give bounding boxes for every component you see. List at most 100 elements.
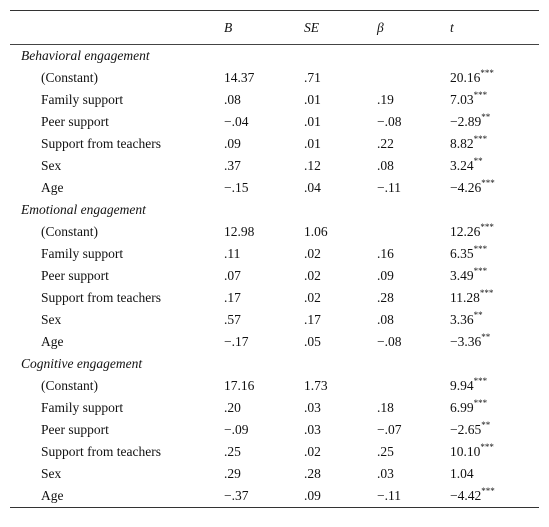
regression-table: B SE β t Behavioral engagement (Constant)…: [10, 10, 539, 508]
top-rule: [10, 10, 539, 11]
section-title: Emotional engagement: [21, 202, 146, 217]
significance-marker: ***: [480, 67, 494, 78]
cell-t: 9.94***: [450, 375, 487, 397]
significance-marker: ***: [480, 441, 494, 452]
row-label: Family support: [41, 92, 124, 107]
cell-t-value: −3.36: [450, 334, 482, 349]
cell-beta: .22: [377, 136, 394, 151]
cell-b: 17.16: [224, 378, 255, 393]
cell-beta: .16: [377, 246, 394, 261]
cell-beta: .25: [377, 444, 394, 459]
table-row: Peer support −.04 .01 −.08 −2.89**: [10, 111, 539, 133]
table-row: Family support .20 .03 .18 6.99***: [10, 397, 539, 419]
cell-t: 3.36**: [450, 309, 483, 331]
cell-se: .71: [304, 70, 321, 85]
cell-b: −.04: [224, 114, 249, 129]
cell-t-value: −2.89: [450, 114, 482, 129]
cell-se: .03: [304, 422, 321, 437]
cell-beta: −.11: [377, 488, 401, 503]
cell-b: −.37: [224, 488, 249, 503]
significance-marker: **: [481, 331, 491, 342]
cell-b: .11: [224, 246, 241, 261]
row-label: Peer support: [41, 422, 109, 437]
cell-t: 12.26***: [450, 221, 494, 243]
table-row: (Constant) 12.98 1.06 12.26***: [10, 221, 539, 243]
section-title-row: Emotional engagement: [10, 199, 539, 221]
header-beta: β: [377, 20, 384, 35]
table-row: Sex .29 .28 .03 1.04: [10, 463, 539, 485]
cell-beta: −.08: [377, 334, 402, 349]
cell-se: .02: [304, 290, 321, 305]
bottom-rule: [10, 507, 539, 508]
cell-se: .01: [304, 136, 321, 151]
row-label: Family support: [41, 246, 124, 261]
significance-marker: **: [481, 419, 491, 430]
significance-marker: ***: [479, 287, 494, 298]
cell-b: .08: [224, 92, 241, 107]
cell-se: .01: [304, 114, 321, 129]
cell-se: .04: [304, 180, 321, 195]
section-title: Behavioral engagement: [21, 48, 150, 63]
significance-marker: ***: [473, 89, 488, 100]
cell-t-value: −4.42: [450, 488, 482, 503]
cell-b: .37: [224, 158, 241, 173]
cell-se: .12: [304, 158, 321, 173]
cell-t: 8.82***: [450, 133, 487, 155]
significance-marker: **: [473, 309, 483, 320]
cell-b: 12.98: [224, 224, 255, 239]
cell-b: 14.37: [224, 70, 255, 85]
cell-t: 10.10***: [450, 441, 494, 463]
cell-t: −2.89**: [450, 111, 490, 133]
cell-b: −.17: [224, 334, 249, 349]
cell-se: .02: [304, 268, 321, 283]
cell-t: 3.49***: [450, 265, 487, 287]
cell-t: −3.36**: [450, 331, 490, 353]
row-label: Sex: [41, 312, 62, 327]
header-se: SE: [304, 20, 319, 35]
row-label: Peer support: [41, 268, 109, 283]
table-row: Support from teachers .09 .01 .22 8.82***: [10, 133, 539, 155]
cell-t-value: 8.82: [450, 136, 474, 151]
row-label: Sex: [41, 466, 62, 481]
table-row: Age −.15 .04 −.11 −4.26***: [10, 177, 539, 199]
significance-marker: ***: [473, 133, 488, 144]
table-row: Family support .11 .02 .16 6.35***: [10, 243, 539, 265]
cell-t-value: 20.16: [450, 70, 481, 85]
cell-se: 1.73: [304, 378, 328, 393]
cell-b: −.15: [224, 180, 249, 195]
cell-t-value: 1.04: [450, 466, 474, 481]
cell-b: .20: [224, 400, 241, 415]
cell-t-value: −4.26: [450, 180, 482, 195]
significance-marker: ***: [473, 265, 488, 276]
cell-b: .17: [224, 290, 241, 305]
row-label: Sex: [41, 158, 62, 173]
table-row: (Constant) 14.37 .71 20.16***: [10, 67, 539, 89]
cell-t-value: 9.94: [450, 378, 474, 393]
row-label: Family support: [41, 400, 124, 415]
cell-t-value: 3.36: [450, 312, 474, 327]
cell-t-value: 10.10: [450, 444, 481, 459]
cell-beta: .08: [377, 158, 394, 173]
cell-t-value: 3.24: [450, 158, 474, 173]
table-header: B SE β t: [10, 11, 539, 44]
cell-se: .02: [304, 246, 321, 261]
cell-t: 7.03***: [450, 89, 487, 111]
table-row: Sex .57 .17 .08 3.36**: [10, 309, 539, 331]
cell-t-value: 7.03: [450, 92, 474, 107]
row-label: Age: [41, 180, 64, 195]
cell-t: −4.42***: [450, 485, 495, 507]
cell-se: 1.06: [304, 224, 328, 239]
table-row: Peer support −.09 .03 −.07 −2.65**: [10, 419, 539, 441]
row-label: Support from teachers: [41, 444, 161, 459]
table-row: Sex .37 .12 .08 3.24**: [10, 155, 539, 177]
cell-t-value: 12.26: [450, 224, 481, 239]
significance-marker: ***: [481, 177, 495, 188]
cell-t-value: 6.35: [450, 246, 474, 261]
table-row: Support from teachers .17 .02 .28 11.28***: [10, 287, 539, 309]
cell-beta: .09: [377, 268, 394, 283]
cell-beta: .18: [377, 400, 394, 415]
row-label: Peer support: [41, 114, 109, 129]
header-rule: [10, 44, 539, 45]
cell-b: .29: [224, 466, 241, 481]
section-title-row: Cognitive engagement: [10, 353, 539, 375]
